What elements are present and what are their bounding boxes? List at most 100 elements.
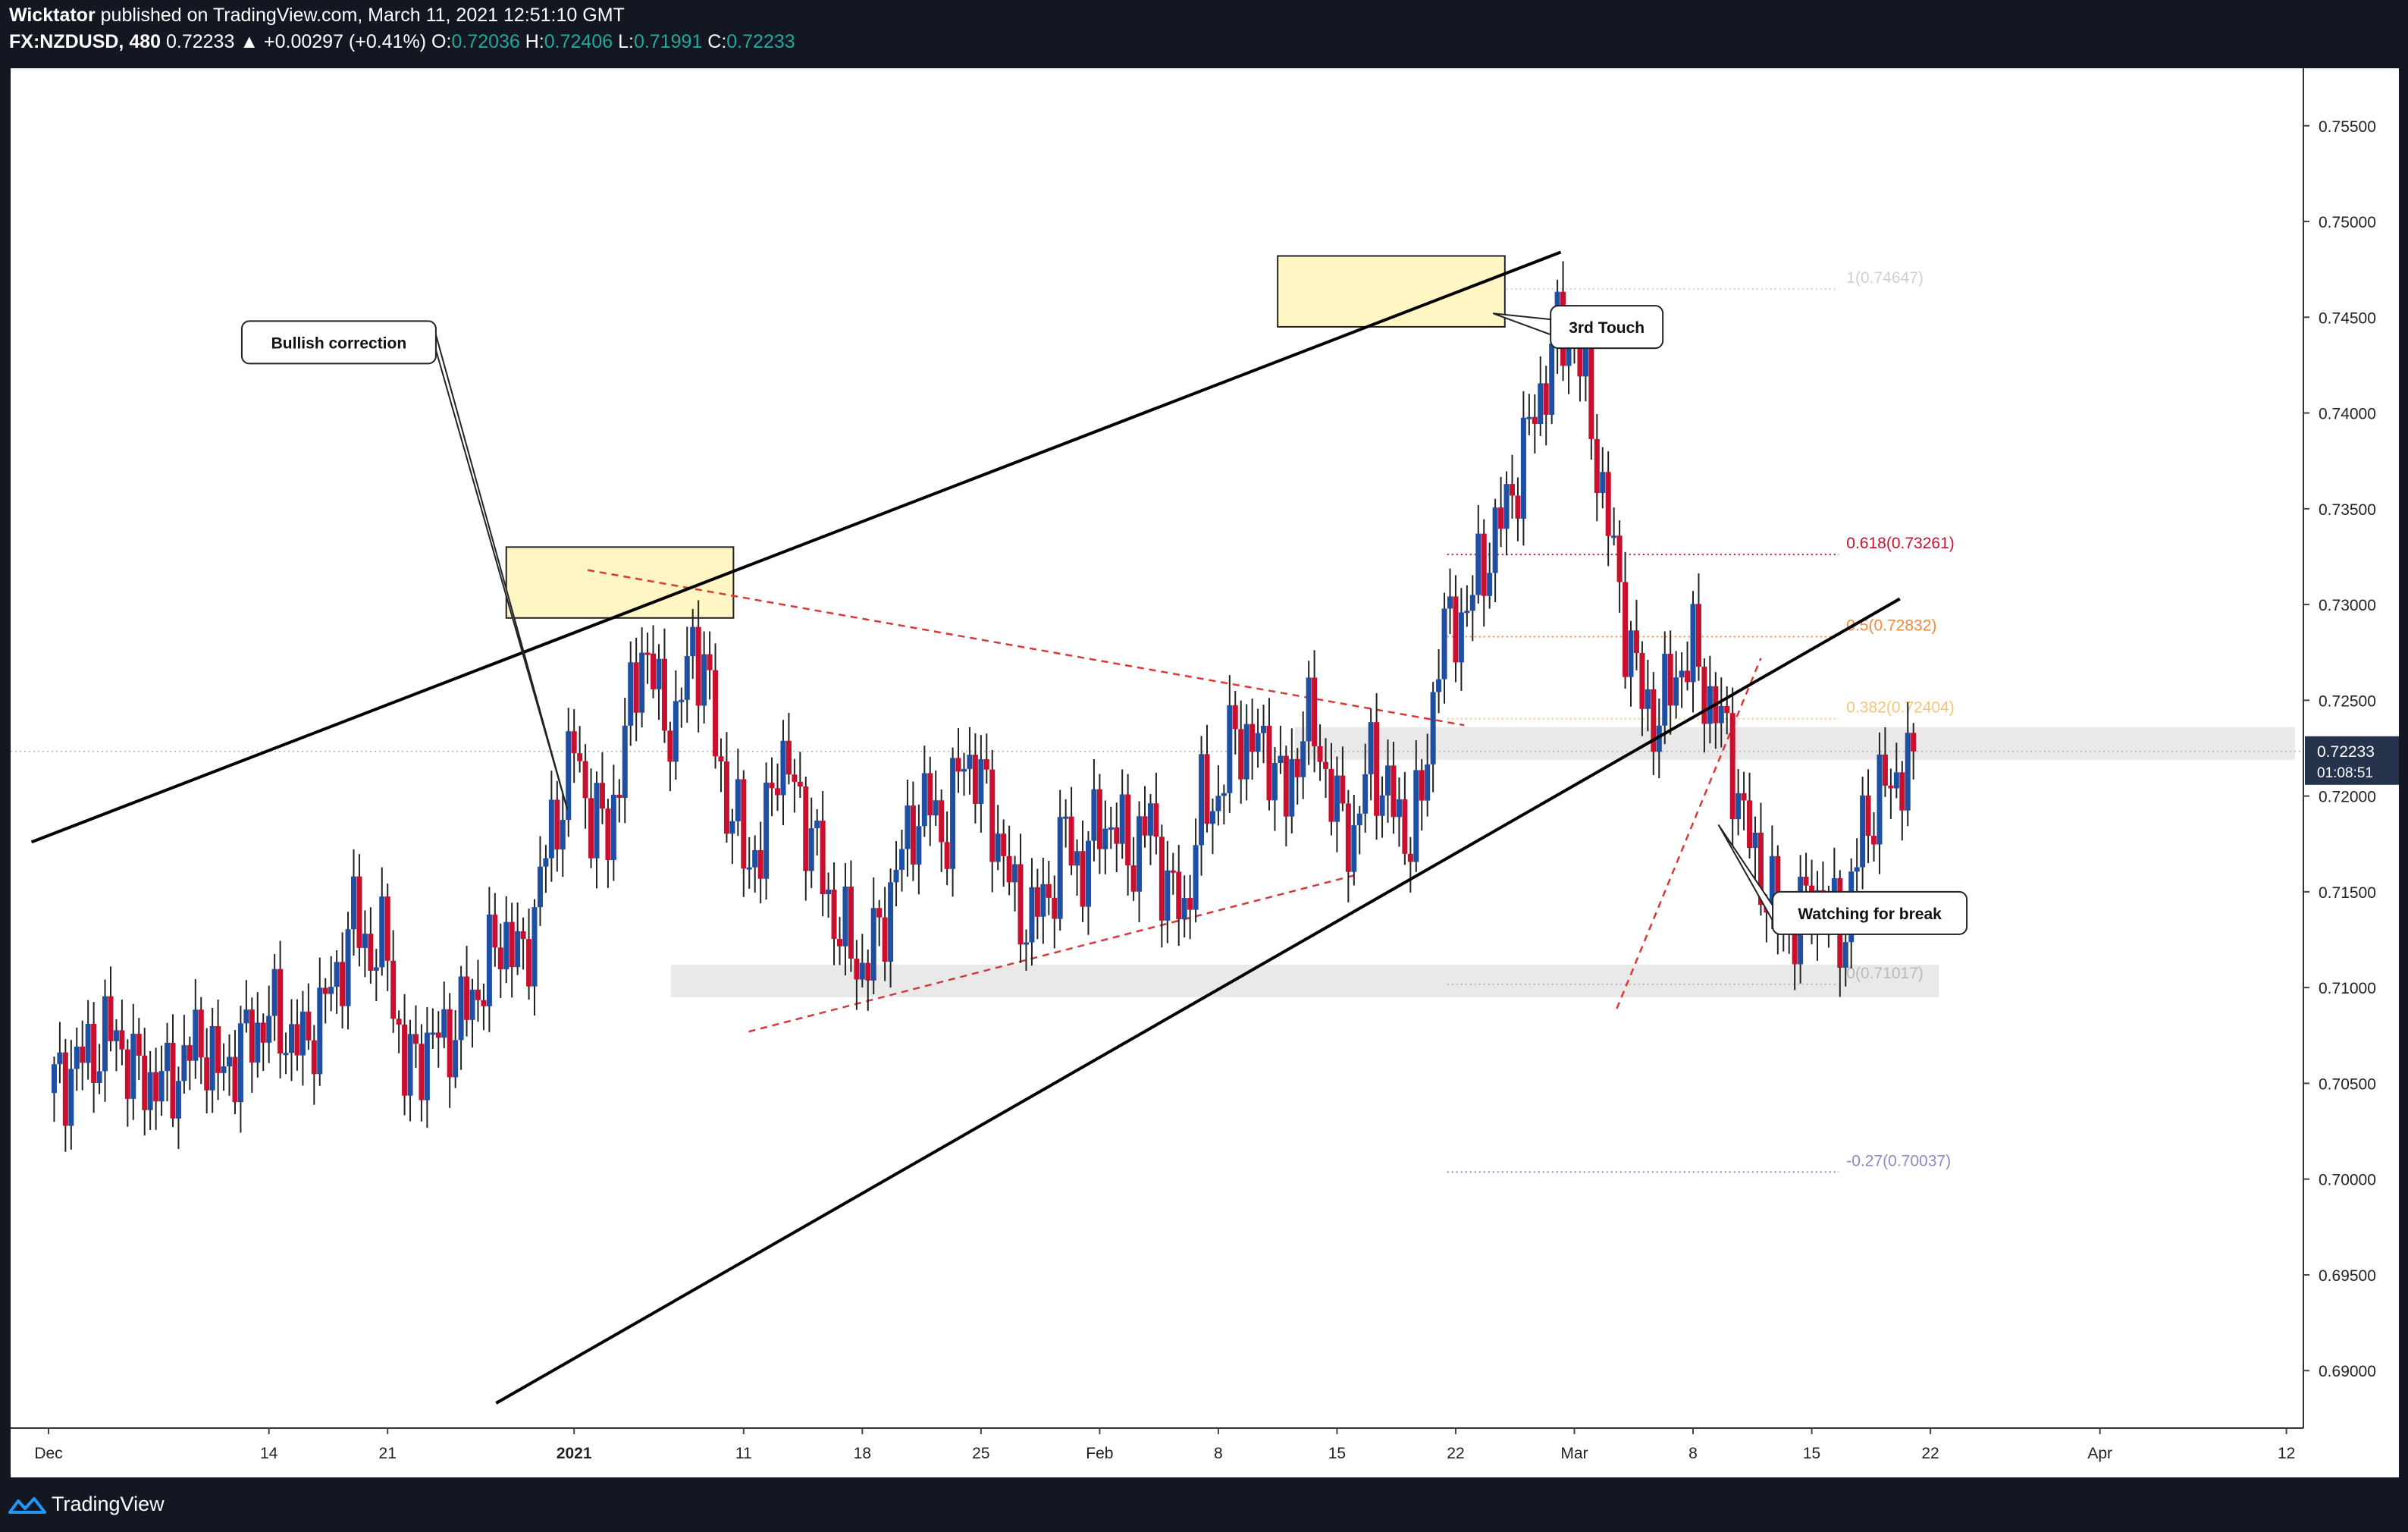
candle-down: [1170, 870, 1176, 873]
candle-up: [537, 866, 543, 908]
y-tick-label: 0.75500: [2319, 118, 2376, 136]
candle-up: [622, 725, 628, 798]
candle-up: [701, 654, 707, 706]
candle-up: [1040, 884, 1046, 917]
candle-up: [921, 773, 927, 827]
candle-down: [306, 1011, 312, 1041]
author-name[interactable]: Wicktator: [9, 5, 96, 26]
candle-up: [51, 1064, 57, 1094]
candle-up: [548, 799, 554, 859]
candle-up: [888, 882, 894, 962]
candle-down: [1623, 582, 1629, 677]
candle-up: [967, 755, 973, 769]
candle-up: [1842, 942, 1848, 968]
candle-up: [85, 1023, 91, 1063]
symbol-name[interactable]: FX:NZDUSD, 480: [9, 31, 161, 52]
candle-up: [1860, 795, 1866, 868]
candle-up: [628, 662, 634, 726]
candle-down: [62, 1052, 68, 1126]
candle-down: [80, 1046, 86, 1063]
candle-up: [1199, 754, 1205, 846]
candle-down: [1577, 343, 1583, 377]
callout-text-1: 3rd Touch: [1569, 319, 1645, 337]
candle-up: [1221, 793, 1227, 796]
tradingview-brand[interactable]: TradingView: [52, 1493, 165, 1515]
candle-down: [854, 959, 860, 980]
candle-down: [1882, 754, 1888, 786]
candle-down: [713, 670, 719, 757]
callout-text-0: Bullish correction: [271, 334, 407, 352]
candle-up: [780, 740, 786, 796]
candle-up: [1690, 604, 1696, 683]
price-chart[interactable]: 1(0.74647) 0.618(0.73261) 0.5(0.72832) 0.38…: [11, 68, 2399, 1477]
candle-down: [1130, 865, 1137, 892]
candle-up: [165, 1042, 171, 1072]
candle-down: [1757, 832, 1764, 906]
candle-up: [373, 967, 379, 971]
tradingview-logo-icon[interactable]: [8, 1494, 47, 1517]
close-label: C:: [707, 31, 727, 52]
candle-up: [1012, 864, 1018, 883]
candle-up: [1209, 811, 1215, 824]
candle-down: [419, 1044, 425, 1100]
candle-up: [130, 1034, 136, 1099]
candle-up: [503, 921, 510, 970]
chart-area[interactable]: 1(0.74647) 0.618(0.73261) 0.5(0.72832) 0.38…: [11, 68, 2399, 1477]
candle-down: [1034, 887, 1040, 917]
candle-up: [1487, 573, 1493, 596]
candle-down: [1052, 897, 1058, 919]
candle-down: [1651, 689, 1657, 752]
candle-up: [1520, 417, 1526, 519]
dashed-line-0: [587, 569, 1465, 727]
candle-up: [334, 962, 340, 987]
candle-down: [831, 889, 837, 940]
candle-up: [113, 1030, 119, 1041]
candle-up: [898, 849, 905, 870]
x-tick-label: 15: [1803, 1445, 1820, 1462]
y-tick-label: 0.74000: [2319, 406, 2376, 423]
dashed-line-1: [748, 873, 1358, 1033]
candle-down: [1911, 733, 1917, 752]
candle-up: [1243, 724, 1249, 780]
candle-down: [616, 794, 622, 798]
y-tick-label: 0.69000: [2319, 1363, 2376, 1380]
candle-down: [368, 934, 374, 971]
y-tick-label: 0.70000: [2319, 1172, 2376, 1189]
low-value: 0.71991: [633, 31, 703, 52]
candle-up: [560, 820, 566, 850]
candle-down: [1871, 836, 1877, 845]
candle-up: [763, 782, 770, 879]
candle-down: [1639, 653, 1645, 709]
candle-up: [1628, 630, 1634, 677]
candle-up: [905, 805, 911, 849]
candle-down: [1153, 803, 1159, 837]
candle-up: [1769, 855, 1775, 913]
candle-down: [390, 960, 397, 1019]
candle-down: [260, 1022, 266, 1043]
candle-down: [1238, 729, 1244, 780]
x-tick-label: 25: [972, 1445, 989, 1462]
symbol-line: FX:NZDUSD, 480 0.72233 ▲ +0.00297 (+0.41…: [9, 31, 795, 53]
candle-up: [289, 1024, 295, 1053]
candle-down: [769, 782, 775, 789]
candle-down: [582, 761, 588, 799]
candle-down: [972, 755, 978, 804]
candle-up: [209, 1025, 215, 1091]
candle-up: [158, 1071, 165, 1102]
candle-up: [1193, 845, 1199, 910]
candle-up: [933, 800, 939, 816]
candle-down: [475, 989, 481, 1000]
publish-line: Wicktator published on TradingView.com, …: [9, 5, 625, 27]
candle-up: [1379, 795, 1385, 816]
price-change: ▲ +0.00297 (+0.41%): [240, 31, 427, 52]
candle-up: [1877, 754, 1883, 845]
candle-down: [1803, 876, 1809, 886]
candle-up: [57, 1052, 63, 1065]
candle-down: [554, 799, 560, 850]
candle-up: [1147, 803, 1153, 836]
candle-down: [1515, 495, 1521, 519]
candle-down: [820, 821, 826, 895]
candle-down: [667, 730, 673, 762]
candle-up: [1492, 507, 1498, 573]
trend-line-1: [495, 597, 1901, 1405]
